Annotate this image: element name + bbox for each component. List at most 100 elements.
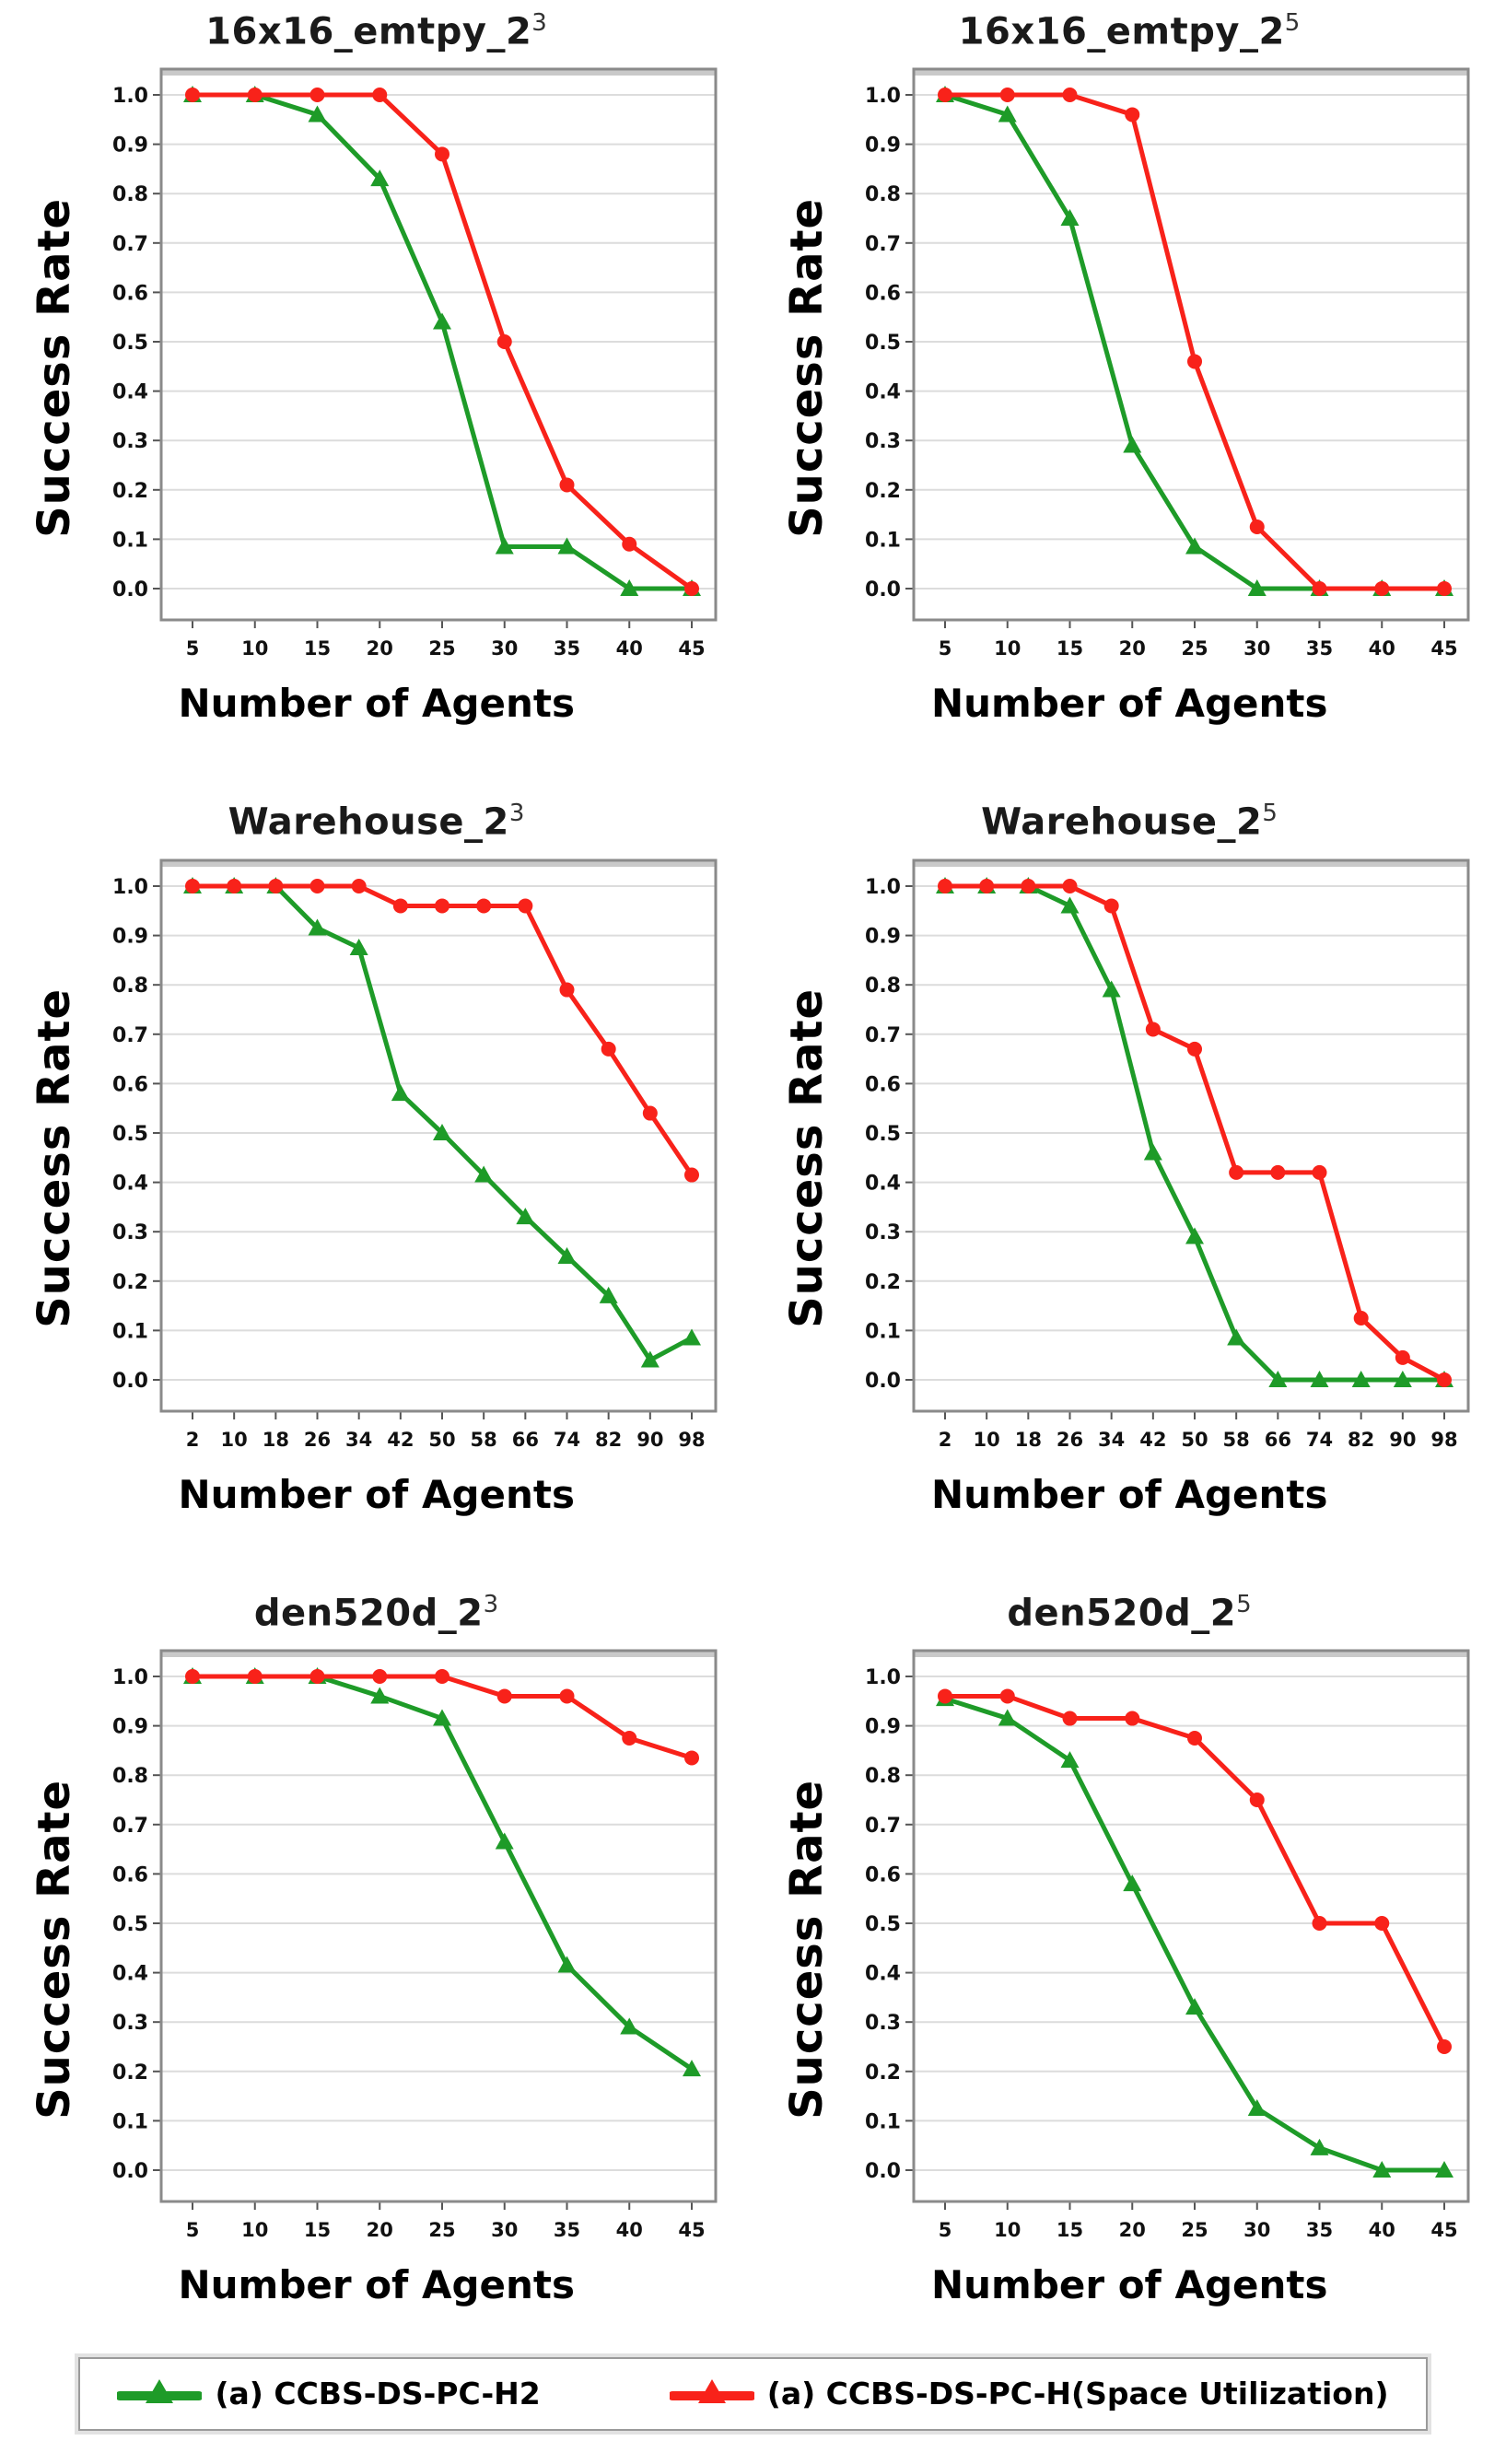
svg-text:1.0: 1.0: [865, 876, 901, 899]
svg-text:30: 30: [491, 2219, 518, 2241]
svg-text:0.1: 0.1: [112, 2110, 148, 2133]
plot-area: 0.0 0.1 0.2 0.3 0.4 0.5 0.6 0.7 0.8 0.9 1.0 5 10 15 20…: [112, 67, 718, 660]
svg-text:66: 66: [511, 1429, 538, 1451]
svg-text:0.1: 0.1: [112, 530, 148, 553]
svg-text:0.2: 0.2: [865, 480, 901, 503]
svg-text:15: 15: [1057, 637, 1083, 660]
svg-text:10: 10: [220, 1429, 247, 1451]
chart-body: Success Rate 0.0 0.1 0.2 0.3 0.4 0.5 0.6 0.7 0.8…: [781, 58, 1477, 677]
chart-title-base: Warehouse_2: [228, 800, 509, 844]
svg-text:25: 25: [1182, 637, 1208, 660]
svg-text:26: 26: [1057, 1429, 1083, 1451]
x-axis-label: Number of Agents: [931, 681, 1328, 727]
y-axis-label: Success Rate: [28, 197, 80, 538]
red-line-triangle-marker-icon: [669, 2378, 754, 2403]
svg-text:5: 5: [185, 637, 199, 660]
svg-text:0.5: 0.5: [865, 1123, 901, 1146]
svg-text:0.8: 0.8: [865, 1765, 901, 1788]
svg-text:20: 20: [1119, 2219, 1146, 2241]
svg-text:0.3: 0.3: [865, 431, 901, 454]
svg-text:30: 30: [1243, 2219, 1270, 2241]
svg-text:98: 98: [1431, 1429, 1458, 1451]
svg-text:0.4: 0.4: [865, 381, 901, 404]
svg-text:20: 20: [1119, 637, 1146, 660]
svg-text:0.3: 0.3: [865, 1221, 901, 1244]
svg-text:0.4: 0.4: [112, 1963, 148, 1986]
svg-text:0.6: 0.6: [112, 1863, 148, 1886]
svg-text:10: 10: [241, 2219, 268, 2241]
chart-body: Success Rate 0.0 0.1 0.2 0.3 0.4 0.5 0.6 0.7 0.8…: [29, 58, 725, 677]
charts-grid: 16x16_emtpy_23 Success Rate 0.0 0.1 0.2 0.3…: [0, 9, 1506, 2307]
svg-text:18: 18: [1015, 1429, 1042, 1451]
svg-text:25: 25: [428, 637, 455, 660]
svg-text:5: 5: [185, 2219, 199, 2241]
chart-title-exponent: 5: [1236, 1590, 1253, 1618]
green-line-triangle-marker-icon: [117, 2378, 203, 2403]
svg-text:0.7: 0.7: [865, 1023, 901, 1046]
y-axis-label: Success Rate: [28, 988, 80, 1329]
svg-text:1.0: 1.0: [865, 1666, 901, 1689]
svg-text:35: 35: [1306, 2219, 1333, 2241]
chart-title: den520d_23: [254, 1591, 499, 1634]
chart-body: Success Rate 0.0 0.1 0.2 0.3 0.4 0.5 0.6 0.7 0.8…: [29, 849, 725, 1468]
legend: (a) CCBS-DS-PC-H2 (a) CCBS-DS-PC-H(Space…: [78, 2356, 1428, 2431]
svg-text:40: 40: [615, 637, 642, 660]
svg-text:15: 15: [1057, 2219, 1083, 2241]
svg-text:0.6: 0.6: [865, 1073, 901, 1096]
svg-text:0.0: 0.0: [865, 578, 901, 601]
x-axis-label: Number of Agents: [931, 1471, 1328, 1517]
svg-text:45: 45: [1431, 637, 1458, 660]
svg-text:0.3: 0.3: [112, 2012, 148, 2035]
svg-text:1.0: 1.0: [112, 1666, 148, 1689]
svg-text:0.2: 0.2: [865, 1270, 901, 1293]
legend-item-ccbs-ds-pc-h2: (a) CCBS-DS-PC-H2: [117, 2374, 541, 2414]
svg-text:98: 98: [678, 1429, 705, 1451]
svg-text:0.3: 0.3: [865, 2012, 901, 2035]
chart-title-base: 16x16_emtpy_2: [958, 10, 1285, 53]
svg-text:82: 82: [1348, 1429, 1374, 1451]
chart-body: Success Rate 0.0 0.1 0.2 0.3 0.4 0.5 0.6 0.7 0.8…: [29, 1640, 725, 2259]
plot-area: 0.0 0.1 0.2 0.3 0.4 0.5 0.6 0.7 0.8 0.9 1.0 2 10 18 26…: [865, 858, 1470, 1451]
svg-text:15: 15: [304, 637, 331, 660]
x-axis-label: Number of Agents: [178, 681, 575, 727]
svg-text:0.2: 0.2: [112, 2061, 148, 2084]
chart-title-base: den520d_2: [253, 1591, 484, 1634]
svg-text:15: 15: [304, 2219, 331, 2241]
svg-text:0.1: 0.1: [865, 1320, 901, 1343]
chart-title-exponent: 5: [1284, 9, 1301, 37]
svg-text:0.4: 0.4: [112, 381, 148, 404]
chart-title: Warehouse_23: [228, 800, 525, 843]
svg-text:35: 35: [554, 2219, 580, 2241]
chart-title-exponent: 3: [531, 9, 548, 37]
svg-text:20: 20: [366, 2219, 392, 2241]
svg-text:45: 45: [678, 2219, 705, 2241]
svg-text:66: 66: [1265, 1429, 1291, 1451]
chart-warehouse-2-3: Warehouse_23 Success Rate 0.0 0.1 0.2 0.3 0.…: [0, 800, 753, 1517]
svg-text:50: 50: [1182, 1429, 1208, 1451]
x-axis-label: Number of Agents: [178, 1471, 575, 1517]
svg-text:0.8: 0.8: [112, 184, 148, 207]
chart-title-exponent: 3: [483, 1590, 499, 1618]
x-axis-label: Number of Agents: [931, 2261, 1328, 2307]
svg-text:34: 34: [1098, 1429, 1125, 1451]
svg-text:2: 2: [939, 1429, 952, 1451]
svg-text:0.8: 0.8: [865, 184, 901, 207]
svg-text:0.9: 0.9: [865, 925, 901, 948]
chart-title-base: den520d_2: [1007, 1591, 1237, 1634]
svg-text:0.5: 0.5: [865, 1913, 901, 1936]
y-axis-label: Success Rate: [781, 197, 834, 538]
y-axis-label: Success Rate: [781, 988, 834, 1329]
svg-text:25: 25: [1182, 2219, 1208, 2241]
chart-16x16-emtpy-2-5: 16x16_emtpy_25 Success Rate 0.0 0.1 0.2 0.3…: [753, 9, 1506, 726]
chart-title-exponent: 3: [508, 800, 525, 828]
svg-text:0.2: 0.2: [865, 2061, 901, 2084]
svg-text:0.9: 0.9: [112, 134, 148, 158]
svg-text:26: 26: [304, 1429, 331, 1451]
svg-text:40: 40: [615, 2219, 642, 2241]
svg-text:18: 18: [262, 1429, 288, 1451]
svg-text:0.6: 0.6: [112, 1073, 148, 1096]
svg-text:10: 10: [994, 637, 1021, 660]
svg-text:10: 10: [994, 2219, 1021, 2241]
svg-text:0.0: 0.0: [112, 578, 148, 601]
